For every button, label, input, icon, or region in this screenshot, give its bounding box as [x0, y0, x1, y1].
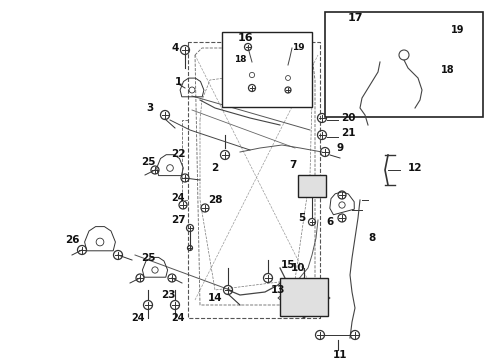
Text: 13: 13: [271, 285, 285, 295]
Text: 3: 3: [147, 103, 154, 113]
Text: 10: 10: [291, 263, 305, 273]
Text: 14: 14: [208, 293, 222, 303]
Text: 19: 19: [292, 44, 304, 53]
Text: 11: 11: [333, 350, 347, 360]
Text: 12: 12: [408, 163, 422, 173]
Text: 26: 26: [65, 235, 79, 245]
Text: 8: 8: [368, 233, 376, 243]
Text: 1: 1: [174, 77, 182, 87]
Text: 23: 23: [161, 290, 175, 300]
Text: 6: 6: [326, 217, 334, 227]
Text: 5: 5: [298, 213, 306, 223]
Text: 2: 2: [211, 163, 219, 173]
Bar: [280, 278, 328, 316]
Text: 19: 19: [451, 25, 465, 35]
Text: 7: 7: [289, 160, 296, 170]
Text: 25: 25: [141, 253, 155, 263]
Text: 17: 17: [347, 13, 363, 23]
Text: 28: 28: [208, 195, 222, 205]
Text: 4: 4: [172, 43, 179, 53]
Text: 15: 15: [281, 260, 295, 270]
Bar: [222, 32, 312, 107]
Text: 22: 22: [171, 149, 185, 159]
Text: 20: 20: [341, 113, 355, 123]
Bar: [298, 175, 326, 197]
Text: 24: 24: [131, 313, 145, 323]
Text: 18: 18: [441, 65, 455, 75]
Text: 24: 24: [171, 313, 185, 323]
Text: 25: 25: [141, 157, 155, 167]
Text: 16: 16: [237, 33, 253, 43]
Text: 24: 24: [171, 193, 185, 203]
Bar: [325, 12, 483, 117]
Text: 27: 27: [171, 215, 185, 225]
Text: 18: 18: [234, 55, 246, 64]
Text: 21: 21: [341, 128, 355, 138]
Text: 9: 9: [337, 143, 343, 153]
